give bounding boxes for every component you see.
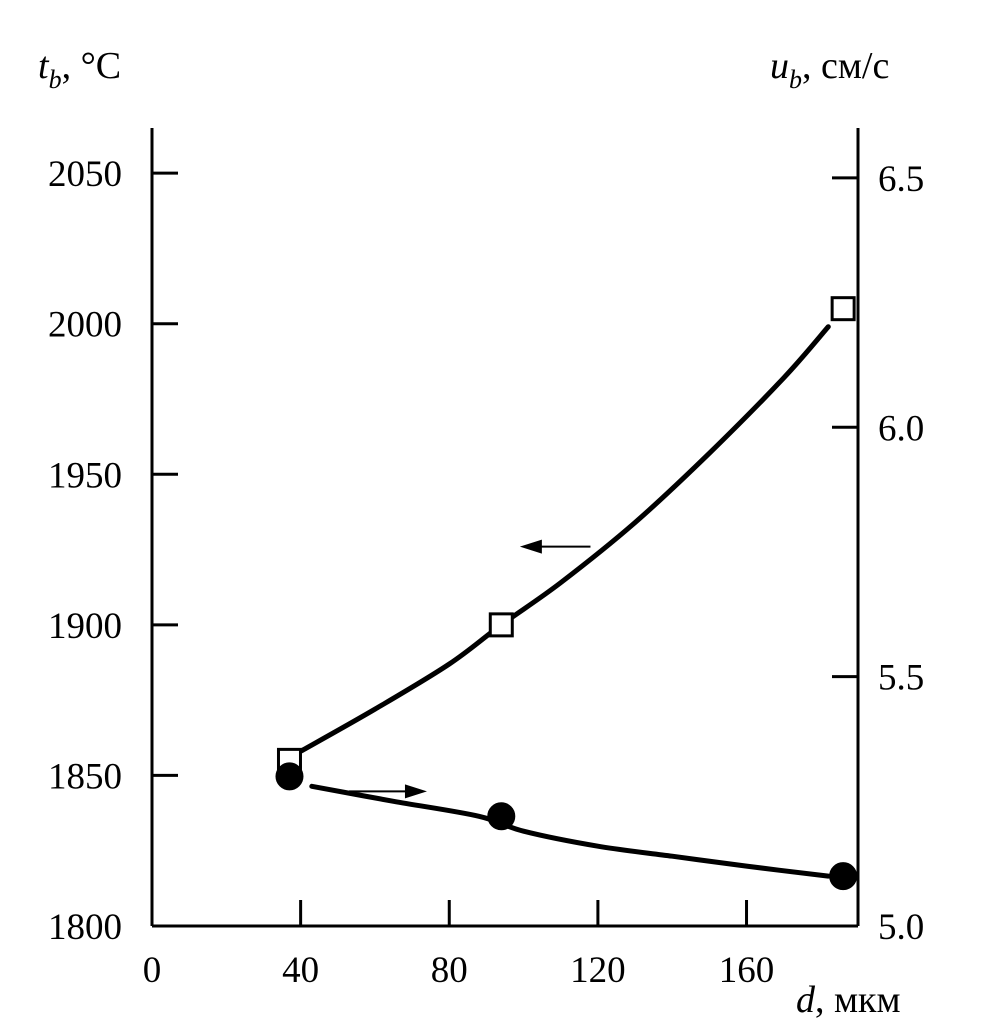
y-left-tick-label: 1800	[48, 907, 122, 948]
y-right-tick-label: 6.0	[878, 408, 924, 449]
series-curves	[298, 324, 831, 879]
y-right-label-unit: , см/с	[802, 45, 889, 87]
y-left-tick-label: 1950	[48, 455, 122, 496]
x-label-unit: , мкм	[815, 979, 901, 1021]
y-left-axis-label: tb, °C	[38, 45, 121, 94]
y-left-tick-label: 2000	[48, 305, 122, 346]
y-left-label-sub: b	[49, 65, 62, 94]
series-1-point	[829, 862, 858, 891]
series-1-point	[487, 802, 516, 831]
series-markers	[275, 296, 858, 891]
y-right-tick-label: 5.5	[878, 658, 924, 699]
y-left-tick-label: 2050	[48, 154, 122, 195]
x-tick-label: 40	[282, 950, 319, 991]
y-left-ticks: 1800 1850 1900 1950 2000 2050	[48, 154, 178, 948]
y-left-tick-label: 1900	[48, 606, 122, 647]
y-right-axis-label: ub, см/с	[770, 45, 889, 94]
series-1-point	[275, 762, 304, 791]
series-1-arrow-head	[404, 784, 427, 799]
series-1-curve	[309, 783, 831, 879]
x-tick-label: 0	[143, 950, 162, 991]
y-left-label-symbol: t	[38, 45, 50, 87]
x-axis-label: d, мкм	[796, 979, 901, 1021]
y-left-tick-label: 1850	[48, 756, 122, 797]
x-label-symbol: d	[796, 979, 816, 1021]
y-right-ticks: 5.0 5.5 6.0 6.5	[832, 159, 924, 948]
y-right-label-symbol: u	[770, 45, 789, 87]
series-0-curve	[298, 324, 831, 754]
series-0-point	[830, 296, 856, 322]
series-0-point	[488, 612, 514, 638]
y-left-label-unit: , °C	[62, 45, 122, 87]
y-right-tick-label: 6.5	[878, 159, 924, 200]
x-ticks: 0 40 80 120 160	[143, 900, 775, 991]
x-tick-label: 80	[431, 950, 468, 991]
x-tick-label: 120	[570, 950, 626, 991]
x-tick-label: 160	[719, 950, 775, 991]
y-right-tick-label: 5.0	[878, 907, 924, 948]
series-arrows	[348, 539, 591, 799]
series-0-arrow-head	[519, 539, 542, 554]
y-right-label-sub: b	[789, 65, 802, 94]
